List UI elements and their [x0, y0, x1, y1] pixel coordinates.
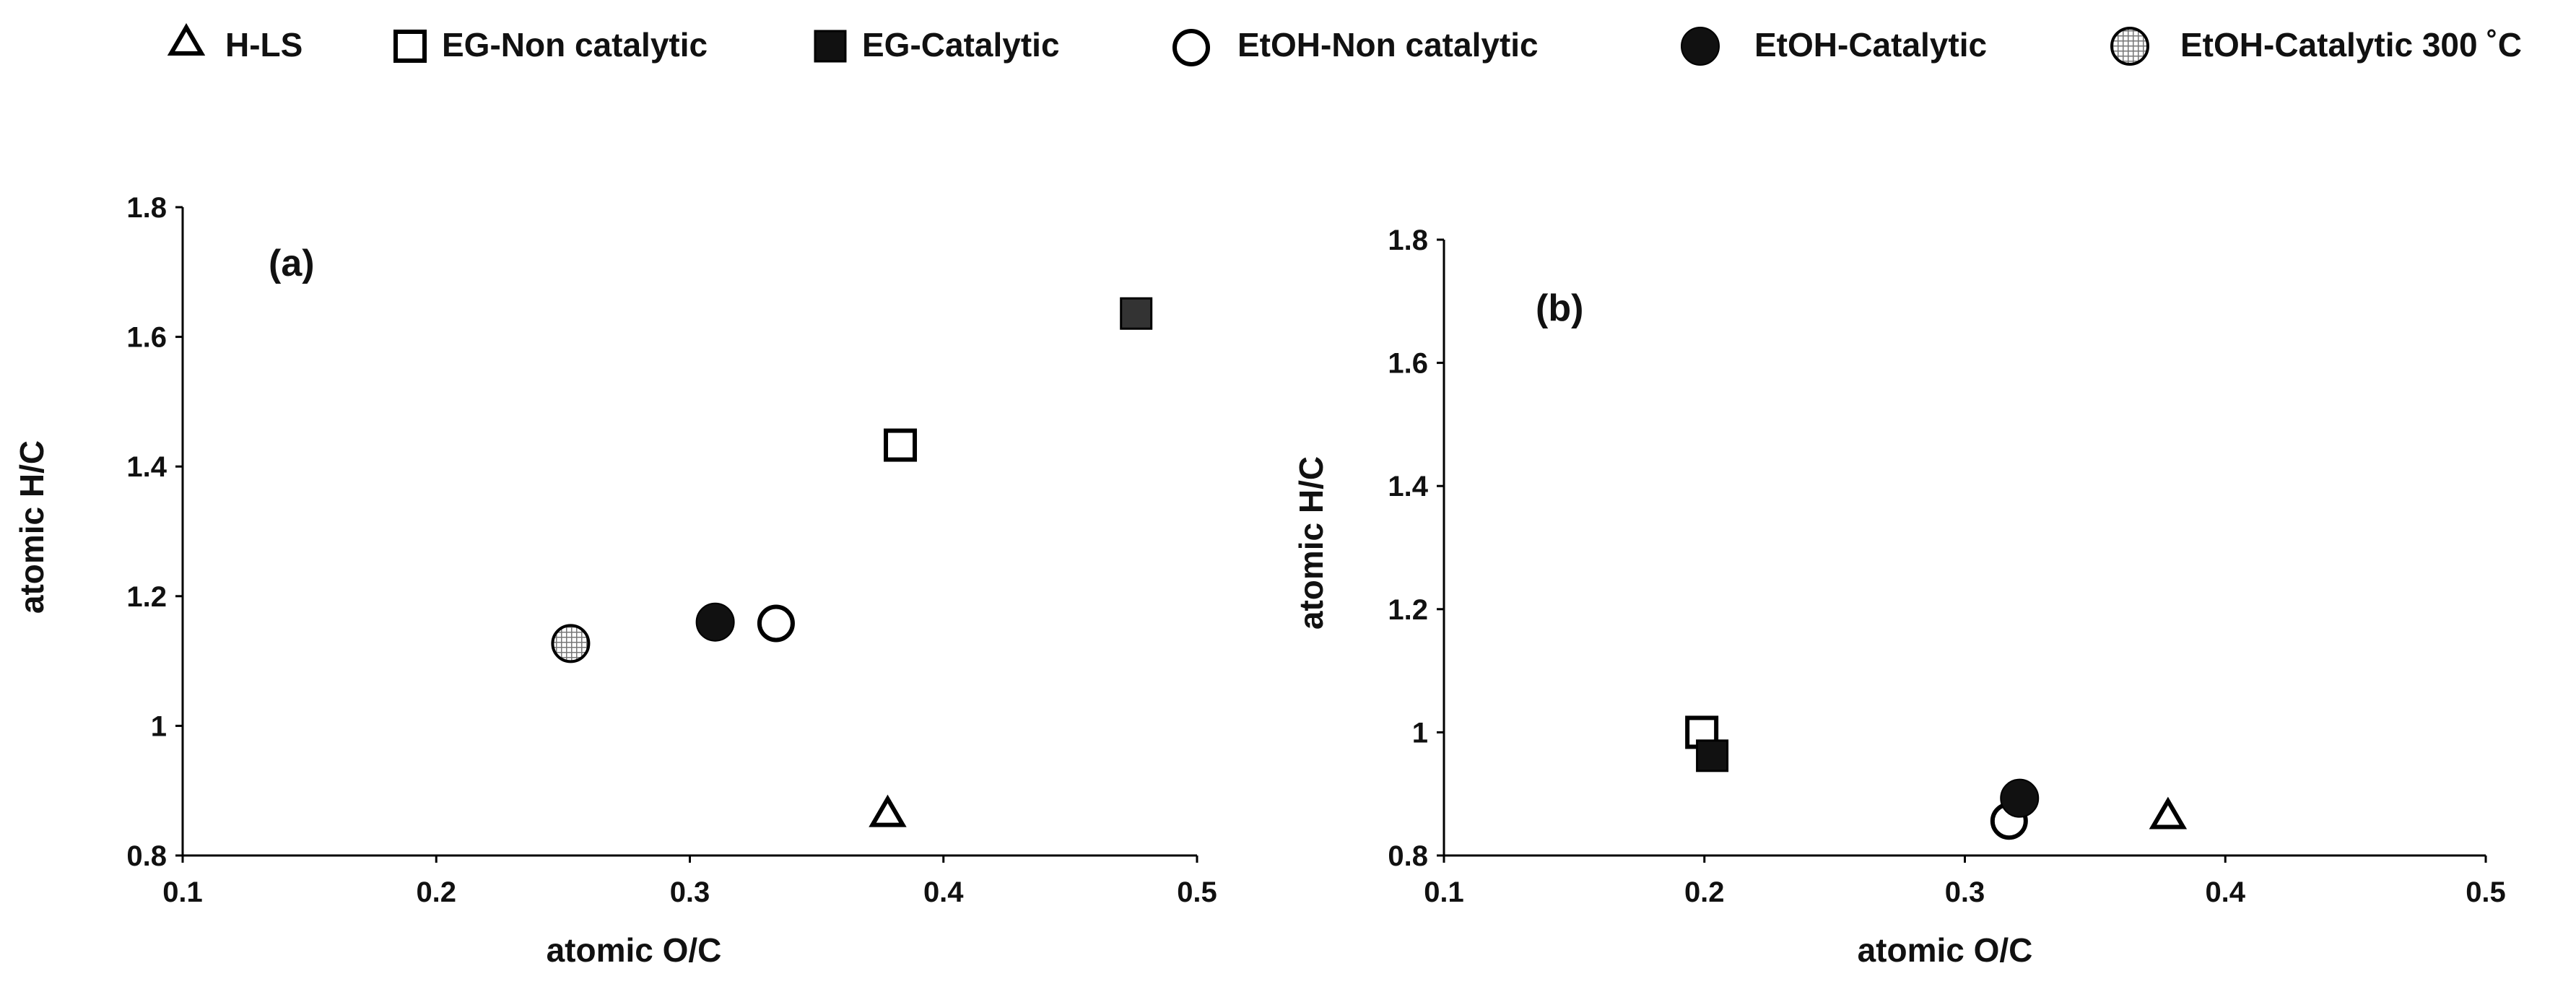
panel-b: 0.8 1 1.2 1.4 1.6 1.8 0.1 0.2 0.3 0.4 0.5 (b) atom… — [1292, 225, 2506, 969]
legend-et300-label: EtOH-Catalytic 300 ˚C — [2180, 26, 2522, 64]
panel-a-y-tick-label: 1 — [151, 710, 167, 742]
legend-et300-icon — [2110, 27, 2149, 66]
panel-a-ticks: 0.8 1 1.2 1.4 1.6 1.8 0.1 0.2 0.3 0.4 0.5 — [126, 192, 1217, 908]
panel-a: 0.8 1 1.2 1.4 1.6 1.8 0.1 0.2 0.3 0.4 0.5 (a) atom… — [13, 192, 1217, 969]
panel-a-y-tick-label: 0.8 — [126, 840, 167, 872]
panel-b-point-hls — [2149, 796, 2188, 830]
panel-a-x-tick-label: 0.4 — [923, 876, 964, 908]
panel-a-x-axis-title: atomic O/C — [547, 931, 722, 969]
legend: H-LS EG-Non catalytic EG-Catalytic EtOH-Non… — [167, 23, 2522, 66]
panel-b-x-tick-label: 0.5 — [2466, 876, 2506, 908]
panel-b-x-axis-title: atomic O/C — [1858, 931, 2033, 969]
panel-a-label: (a) — [269, 243, 315, 284]
panel-b-y-axis-title: atomic H/C — [1292, 456, 1330, 630]
panel-a-x-tick-label: 0.3 — [670, 876, 710, 908]
legend-egn-label: EG-Non catalytic — [442, 26, 708, 64]
legend-etn-label: EtOH-Non catalytic — [1237, 26, 1539, 64]
panel-a-y-tick-label: 1.6 — [126, 322, 167, 354]
panel-a-x-tick-label: 0.5 — [1177, 876, 1217, 908]
panel-a-point-egc — [1120, 297, 1153, 330]
panel-b-axes — [1443, 240, 2486, 857]
panel-b-x-tick-label: 0.3 — [1945, 876, 1985, 908]
panel-a-point-etc — [695, 602, 735, 642]
panel-b-point-egc — [1696, 739, 1729, 772]
legend-hls-label: H-LS — [225, 26, 303, 64]
legend-egn-icon — [393, 30, 427, 63]
legend-hls-icon — [167, 23, 206, 56]
panel-b-y-tick-label: 1.6 — [1388, 348, 1428, 380]
panel-b-ticks: 0.8 1 1.2 1.4 1.6 1.8 0.1 0.2 0.3 0.4 0.5 — [1388, 225, 2505, 908]
panel-b-label: (b) — [1536, 287, 1583, 329]
panel-a-y-axis-title: atomic H/C — [13, 440, 51, 614]
panel-b-markers — [1685, 715, 2188, 840]
panel-a-y-tick-label: 1.8 — [126, 192, 167, 224]
panel-a-y-tick-label: 1.2 — [126, 581, 167, 613]
panel-a-y-tick-label: 1.4 — [126, 451, 167, 483]
legend-etn-icon — [1172, 29, 1210, 66]
panel-a-point-etn — [757, 604, 795, 643]
legend-etc-label: EtOH-Catalytic — [1754, 26, 1987, 64]
panel-a-x-tick-label: 0.2 — [416, 876, 456, 908]
panel-b-x-tick-label: 0.1 — [1424, 876, 1464, 908]
panel-b-y-tick-label: 1.2 — [1388, 594, 1428, 626]
panel-a-point-hls — [869, 794, 907, 827]
panel-a-point-et300 — [551, 624, 591, 663]
panel-b-y-tick-label: 0.8 — [1388, 840, 1428, 872]
panel-a-point-egn — [884, 428, 918, 462]
panel-a-markers — [551, 297, 1153, 827]
legend-egc-label: EG-Catalytic — [862, 26, 1060, 64]
panel-a-x-tick-label: 0.1 — [162, 876, 203, 908]
legend-etc-icon — [1681, 27, 1720, 66]
panel-b-y-tick-label: 1.4 — [1388, 471, 1428, 502]
panel-b-x-tick-label: 0.4 — [2205, 876, 2245, 908]
panel-a-axes — [181, 207, 1197, 857]
panel-b-x-tick-label: 0.2 — [1684, 876, 1725, 908]
panel-b-point-etc — [2000, 778, 2040, 818]
legend-egc-icon — [814, 30, 847, 63]
panel-b-y-tick-label: 1.8 — [1388, 225, 1428, 256]
panel-b-y-tick-label: 1 — [1412, 717, 1428, 749]
